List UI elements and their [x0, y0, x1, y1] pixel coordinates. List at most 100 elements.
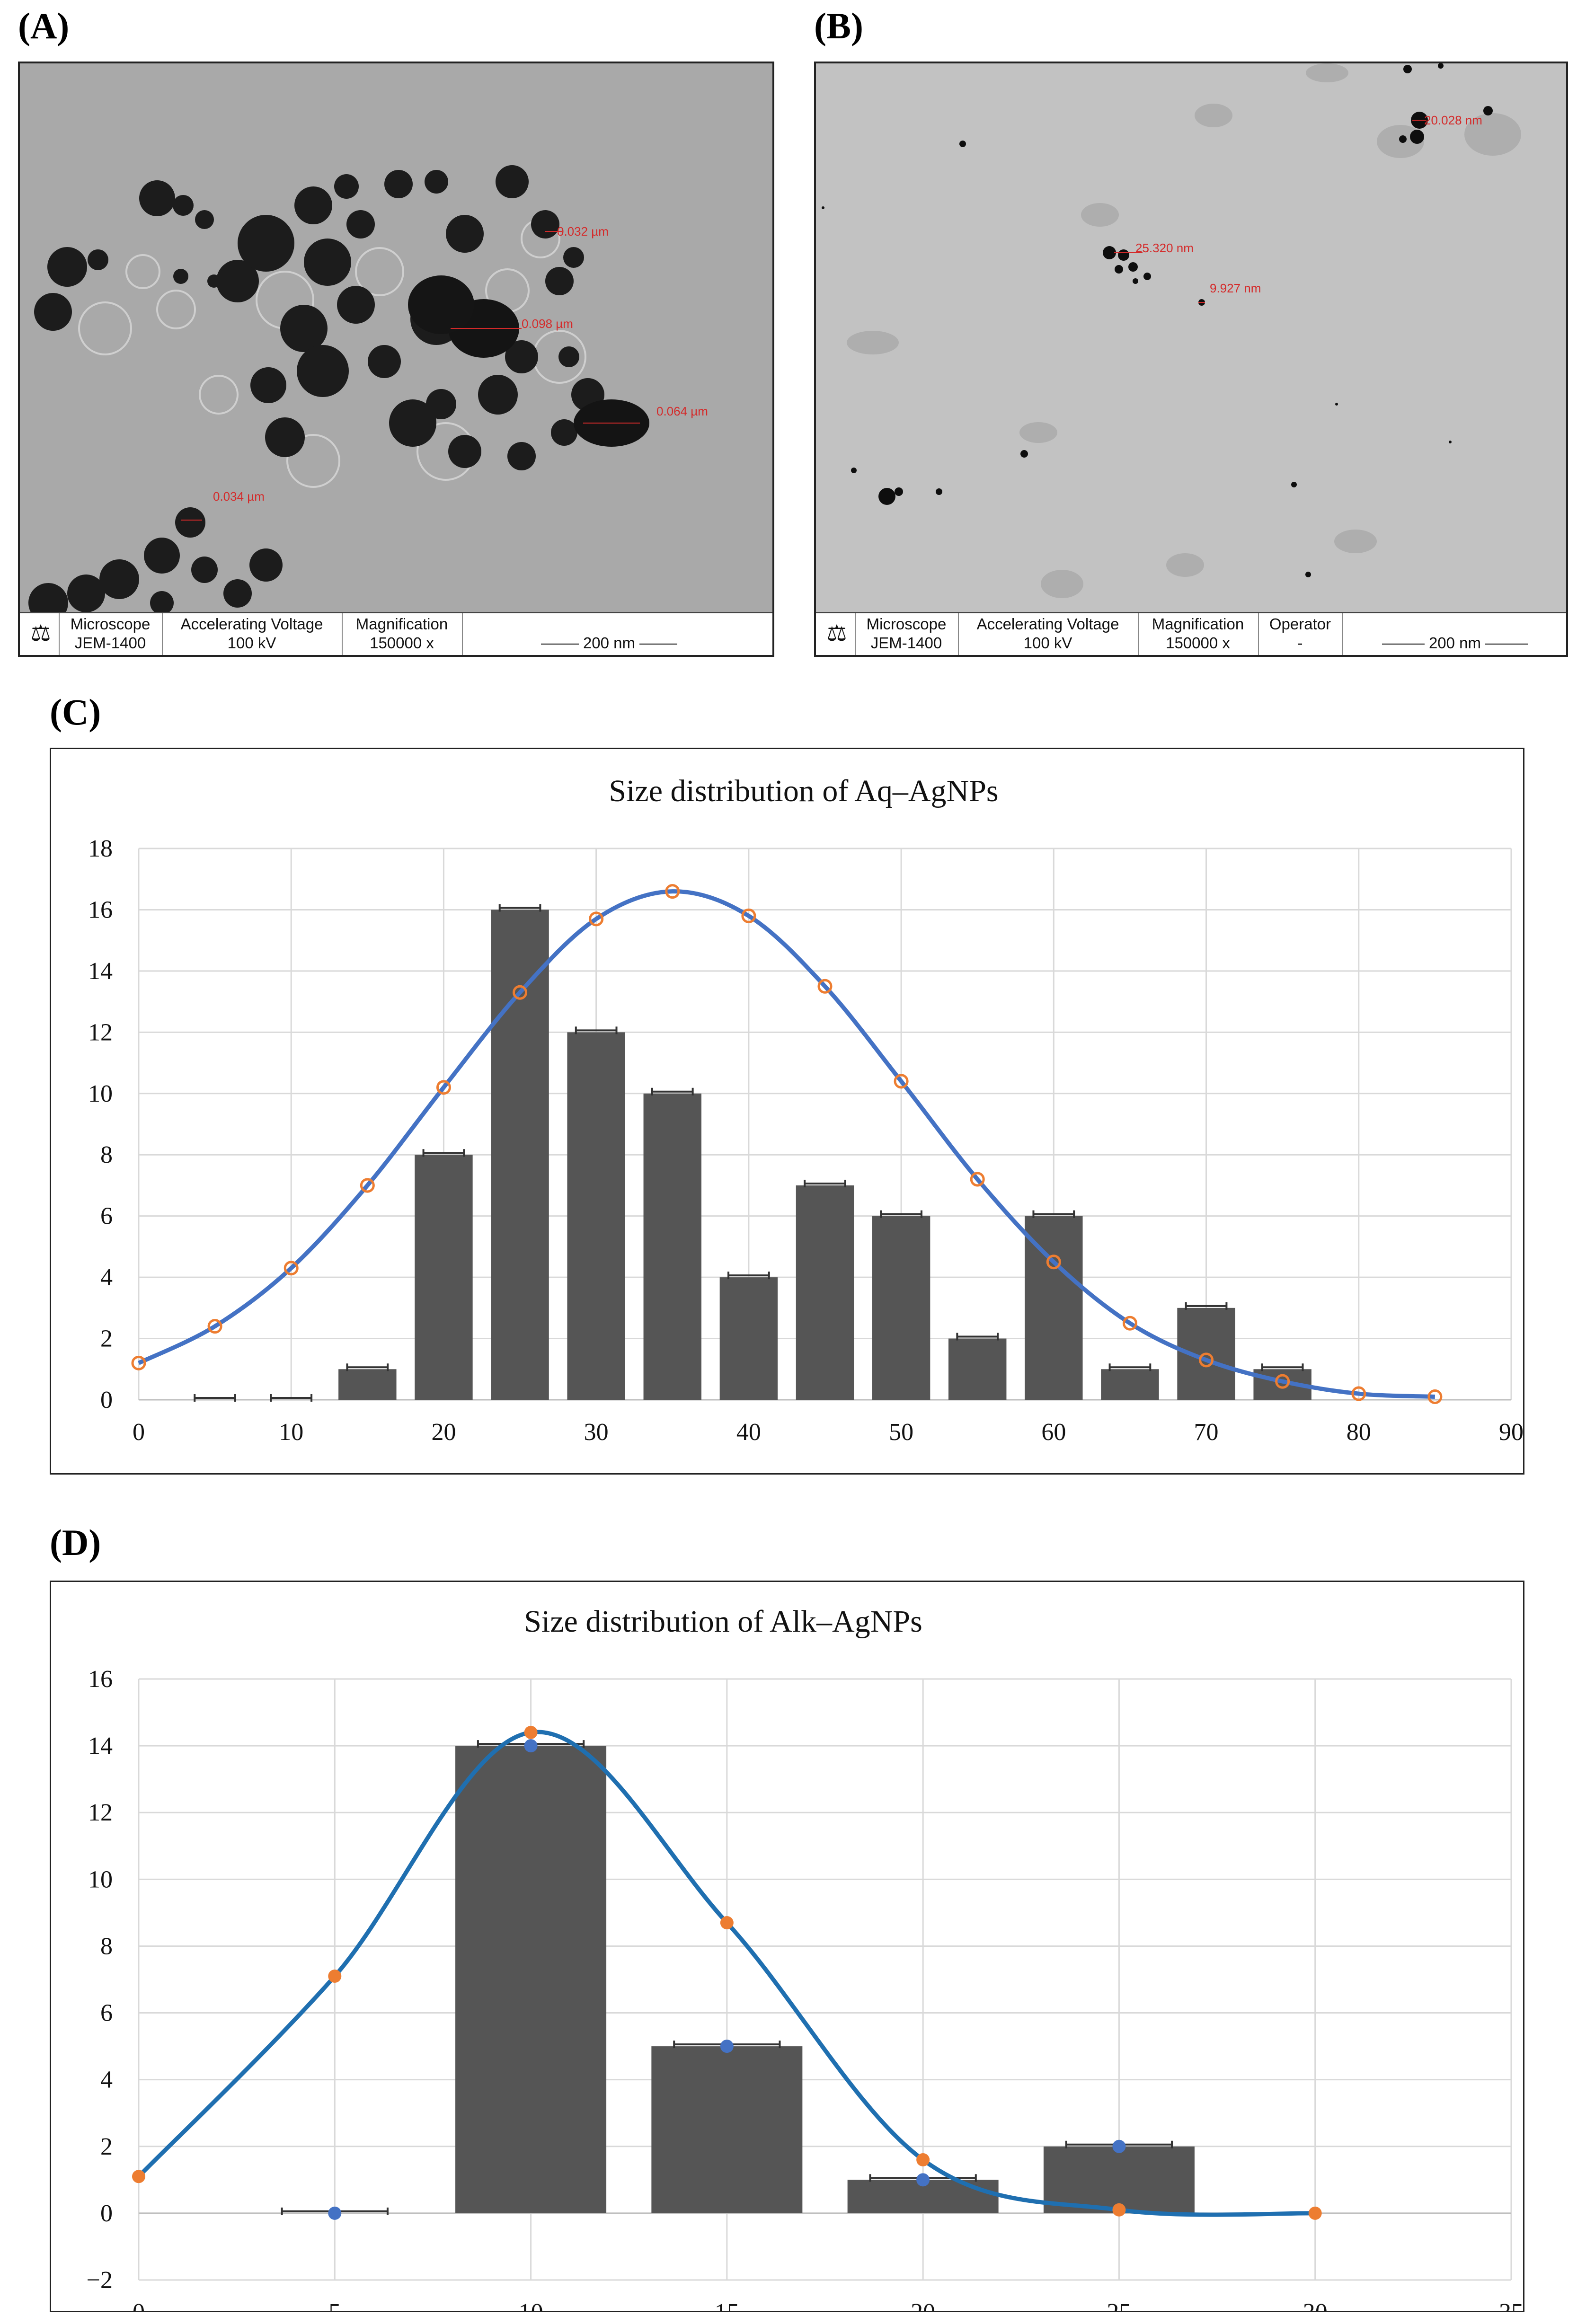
- panel-label-c: (C): [50, 691, 101, 733]
- scale-bar-label: 200 nm: [583, 634, 636, 652]
- histogram-bar: [491, 910, 549, 1400]
- curve-point: [524, 1725, 538, 1739]
- measurement-label: 0.064 µm: [656, 404, 708, 418]
- tem-micrograph-b: [816, 63, 1566, 612]
- curve-point: [1308, 2206, 1322, 2220]
- y-tick-label: 0: [100, 1387, 113, 1414]
- y-tick-label: 12: [88, 1019, 113, 1046]
- curve-point: [894, 1074, 909, 1089]
- y-tick-label: 14: [88, 958, 113, 985]
- chart-panel-d: Size distribution of Alk–AgNPs −2 0 2 4 6 8 10 1…: [50, 1581, 1524, 2312]
- bar-value-point: [720, 2040, 734, 2053]
- x-tick-label: 50: [889, 1419, 913, 1446]
- x-tick-label: 80: [1347, 1419, 1371, 1446]
- histogram-bar: [415, 1155, 473, 1400]
- chart-title: Size distribution of Aq–AgNPs: [609, 774, 998, 808]
- y-tick-label: 6: [100, 2000, 113, 2027]
- curve-point: [132, 2170, 145, 2183]
- x-tick-label: 20: [911, 2299, 935, 2311]
- info-header: Magnification: [1152, 615, 1244, 633]
- histogram-bar: [719, 1277, 778, 1400]
- y-tick-label: 16: [88, 896, 113, 923]
- info-value: 100 kV: [1023, 634, 1072, 652]
- info-value: 150000 x: [1166, 634, 1230, 652]
- tem-image-a: 0.032 µm 0.098 µm 0.064 µm 0.034 µm ⚖ Mi…: [18, 62, 774, 657]
- chart-panel-c: Size distribution of Aq–AgNPs 0 2 4 6 8 10 12 14…: [50, 748, 1524, 1475]
- info-header: Accelerating Voltage: [976, 615, 1119, 633]
- curve-point: [741, 908, 756, 923]
- histogram-bar: [1043, 2146, 1195, 2213]
- curve-point: [360, 1178, 375, 1193]
- curve-point: [1046, 1255, 1061, 1270]
- x-tick-label: 5: [328, 2299, 341, 2311]
- histogram-bar: [567, 1032, 625, 1400]
- x-tick-label: 40: [736, 1419, 761, 1446]
- curve-point: [817, 979, 833, 994]
- x-tick-label: 0: [133, 1419, 145, 1446]
- info-header: Accelerating Voltage: [180, 615, 323, 633]
- y-tick-label: 0: [100, 2200, 113, 2227]
- tem-micrograph-a: [20, 63, 772, 612]
- x-tick-label: 0: [133, 2299, 145, 2311]
- curve-point: [970, 1172, 985, 1187]
- curve-point: [513, 985, 528, 1000]
- curve-point: [589, 911, 604, 927]
- measurement-label: 25.320 nm: [1135, 241, 1194, 255]
- bar-value-point: [916, 2173, 930, 2187]
- microscope-logo-icon: ⚖: [30, 621, 51, 646]
- y-tick-label: 14: [88, 1732, 113, 1759]
- x-tick-label: 10: [279, 1419, 303, 1446]
- curve-point: [1112, 2203, 1126, 2217]
- x-tick-label: 10: [519, 2299, 543, 2311]
- info-value: 150000 x: [370, 634, 434, 652]
- curve-point: [1275, 1374, 1290, 1389]
- histogram-bar: [455, 1746, 607, 2213]
- curve-point: [207, 1319, 222, 1334]
- x-tick-label: 90: [1499, 1419, 1523, 1446]
- histogram-bar: [872, 1216, 930, 1400]
- info-value: -: [1297, 634, 1303, 652]
- y-tick-label: 18: [88, 835, 113, 862]
- curve-point: [665, 884, 680, 899]
- x-tick-label: 60: [1041, 1419, 1066, 1446]
- y-tick-label: −2: [87, 2267, 113, 2294]
- bar-value-point: [328, 2206, 342, 2220]
- size-distribution-chart-alk: Size distribution of Alk–AgNPs −2 0 2 4 6 8 10 1…: [87, 1604, 1523, 2311]
- y-tick-label: 4: [100, 2067, 113, 2094]
- info-value: 100 kV: [227, 634, 276, 652]
- size-distribution-chart-aq: Size distribution of Aq–AgNPs 0 2 4 6 8 10 12 14…: [88, 774, 1523, 1446]
- histogram-bar: [338, 1369, 397, 1400]
- curve-point: [436, 1080, 451, 1095]
- measurement-label: 9.927 nm: [1210, 281, 1261, 295]
- histogram-bar: [1101, 1369, 1159, 1400]
- y-tick-label: 6: [100, 1203, 113, 1230]
- info-header: Magnification: [355, 615, 448, 633]
- measurement-label: 0.098 µm: [522, 317, 573, 331]
- y-tick-label: 10: [88, 1866, 113, 1893]
- info-header: Operator: [1269, 615, 1331, 633]
- x-tick-label: 30: [584, 1419, 609, 1446]
- scale-bar-label: 200 nm: [1428, 634, 1481, 652]
- curve-point: [1351, 1386, 1366, 1401]
- info-value: JEM-1400: [870, 634, 942, 652]
- x-tick-label: 20: [431, 1419, 456, 1446]
- histogram-bar: [948, 1338, 1007, 1400]
- curve-point: [284, 1261, 299, 1276]
- measurement-label: 0.032 µm: [557, 224, 609, 239]
- curve-point: [720, 1916, 734, 1930]
- curve-point: [1199, 1352, 1214, 1368]
- microscope-logo-icon: ⚖: [826, 621, 847, 646]
- curve-point: [916, 2153, 930, 2166]
- x-tick-label: 15: [715, 2299, 739, 2311]
- y-tick-label: 2: [100, 2133, 113, 2160]
- scale-bar: 200 nm: [1365, 634, 1545, 652]
- curve-point: [1427, 1389, 1443, 1405]
- histogram-bar: [1025, 1216, 1083, 1400]
- panel-label-d: (D): [50, 1522, 101, 1563]
- measurement-label: 0.034 µm: [213, 489, 265, 504]
- histogram-bar: [651, 2046, 803, 2213]
- y-tick-label: 4: [100, 1264, 113, 1291]
- y-tick-label: 12: [88, 1799, 113, 1826]
- bar-value-point: [524, 1739, 538, 1753]
- bar-value-point: [1112, 2139, 1126, 2153]
